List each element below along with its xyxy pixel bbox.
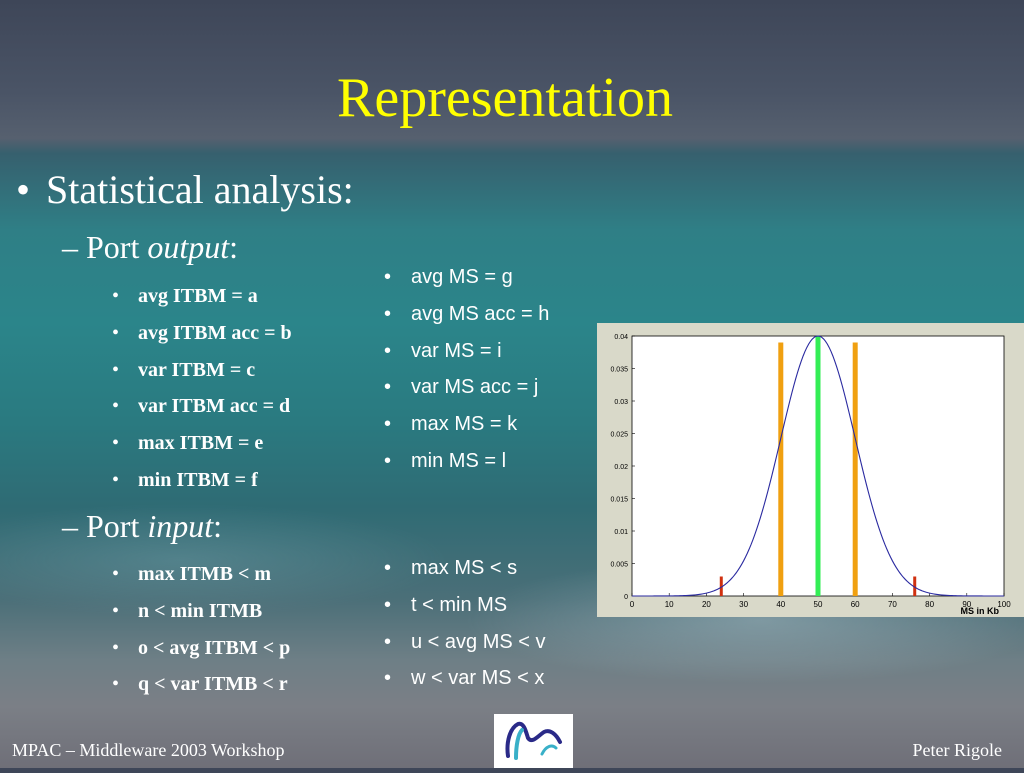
list-item: • max ITMB < m (112, 563, 272, 585)
output-list-left: • avg ITBM = a • avg ITBM acc = b • var ITB… (112, 284, 292, 505)
list-item: • w < var MS < x (384, 667, 545, 690)
list-item: • var ITBM acc = d (112, 395, 291, 418)
distribution-chart-svg: 0 10 20 30 40 50 60 70 80 90 100 0 0.005 0.01 0.015 0.0… (610, 334, 1011, 616)
x-axis-label: MS in Kb (961, 606, 1000, 616)
bullet-main-text: Statistical analysis: (46, 167, 354, 212)
list-item: • max MS < s (384, 557, 518, 579)
list-item: • n < min ITMB (112, 599, 263, 622)
footer-right: Peter Rigole (912, 740, 1002, 760)
list-item: • t < min MS (384, 593, 508, 616)
y-tick-label: 0.015 (610, 497, 628, 504)
port-output-em: output (147, 229, 230, 265)
list-item: • avg ITBM = a (112, 285, 258, 307)
list-item: • var MS acc = j (384, 376, 539, 399)
output-list-right: • avg MS = g • avg MS acc = h • var MS = i … (384, 265, 549, 486)
list-item: • min MS = l (384, 449, 507, 472)
list-item: • avg MS acc = h (384, 302, 550, 325)
logo-mark-icon (505, 721, 562, 760)
port-input-suffix: : (213, 508, 223, 544)
x-tick-label: 10 (665, 600, 674, 609)
port-input-prefix: – Port (62, 508, 148, 544)
bullet-statistical-analysis: • Statistical analysis: (16, 166, 354, 213)
port-input-heading: – Port input: (62, 508, 222, 545)
list-item: • var ITBM = c (112, 358, 256, 381)
middleware-logo (494, 714, 573, 768)
list-item: • max ITBM = e (112, 432, 264, 455)
list-item: • max MS = k (384, 413, 518, 436)
list-item: • avg ITBM acc = b (112, 321, 292, 344)
x-tick-label: 30 (739, 600, 748, 609)
list-item: • u < avg MS < v (384, 630, 546, 653)
y-tick-label: 0.01 (614, 529, 628, 536)
list-item: • min ITBM = f (112, 468, 258, 491)
input-list-left: • max ITMB < m • n < min ITMB • o < avg ITB… (112, 562, 290, 709)
x-tick-label: 70 (888, 600, 897, 609)
slide-title: Representation (337, 67, 673, 129)
x-tick-label: 60 (851, 600, 860, 609)
y-tick-label: 0.02 (614, 464, 628, 471)
x-tick-label: 90 (962, 600, 971, 609)
list-item: • var MS = i (384, 339, 502, 362)
x-tick-label: 20 (702, 600, 711, 609)
bullet-dot: • (16, 167, 31, 212)
y-tick-label: 0.04 (614, 334, 628, 341)
normal-curve (632, 335, 1004, 597)
list-item: • q < var ITMB < r (112, 673, 288, 696)
port-output-suffix: : (229, 229, 239, 265)
y-tick-label: 0 (624, 594, 628, 601)
x-tick-label: 40 (776, 600, 785, 609)
port-output-heading: – Port output: (62, 229, 238, 266)
distribution-chart: 0 10 20 30 40 50 60 70 80 90 100 0 0.005 0.01 0.015 0.0… (597, 323, 1024, 617)
x-tick-label: 80 (925, 600, 934, 609)
footer-left: MPAC – Middleware 2003 Workshop (12, 740, 285, 760)
y-tick-label: 0.035 (610, 367, 628, 374)
y-tick-label: 0.025 (610, 432, 628, 439)
port-output-prefix: – Port (62, 229, 148, 265)
x-tick-label: 100 (997, 600, 1011, 609)
y-tick-label: 0.03 (614, 399, 628, 406)
list-item: • o < avg ITBM < p (112, 636, 291, 659)
y-tick-label: 0.005 (610, 562, 628, 569)
list-item: • avg MS = g (384, 266, 513, 288)
x-tick-label: 0 (630, 600, 635, 609)
port-input-em: input (147, 508, 214, 544)
input-list-right: • max MS < s • t < min MS • u < avg MS < v … (384, 556, 546, 703)
x-tick-label: 50 (814, 600, 823, 609)
